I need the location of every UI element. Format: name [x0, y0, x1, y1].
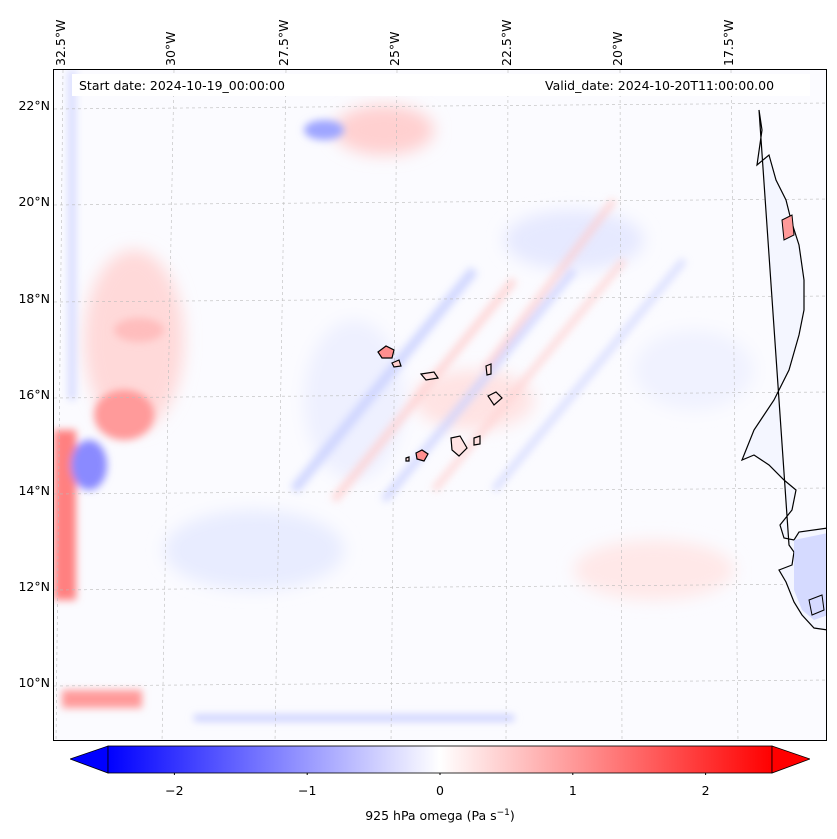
lat-label-22n: 22°N	[18, 98, 50, 113]
colorbar-tick-label-3: 1	[568, 783, 577, 798]
band-positive-2	[431, 257, 627, 493]
colorbar-ticks	[173, 773, 707, 775]
gridline-27-5w	[274, 70, 287, 740]
gridline-22-5w	[505, 70, 509, 740]
colorbar-tick-label-1: −1	[297, 783, 317, 798]
colorbar-extend-max	[771, 745, 812, 774]
africa-negative-patch	[794, 533, 826, 620]
edge-positive-upper	[114, 318, 164, 342]
omega-west-edge	[54, 70, 514, 721]
colorbar-label-close: )	[509, 808, 515, 824]
colorbar-tick-label-4: 2	[701, 783, 710, 798]
lon-label-25w: 25°W	[387, 31, 402, 66]
gridline-32-5w	[55, 70, 64, 740]
lon-label-32-5w: 32.5°W	[53, 19, 68, 66]
lon-label-30w: 30°W	[163, 31, 178, 66]
patch-negative-south	[164, 510, 344, 590]
colorbar-svg	[68, 745, 812, 775]
island-maio	[473, 435, 481, 446]
lon-label-17-5w: 17.5°W	[721, 19, 736, 66]
omega-wave-bands	[290, 198, 687, 503]
patch-negative-north-east	[504, 210, 644, 270]
lon-label-22-5w: 22.5°W	[499, 19, 514, 66]
island-sal	[485, 363, 492, 376]
start-date-label: Start date: 2024-10-19_00:00:00	[79, 78, 285, 93]
colorbar	[68, 745, 812, 775]
bissagos-islands	[808, 594, 825, 616]
map-panel	[53, 69, 827, 741]
patch-negative-east	[634, 330, 754, 410]
lat-label-10n: 10°N	[18, 675, 50, 690]
patch-negative-north	[304, 120, 344, 140]
band-negative-1	[290, 266, 478, 494]
island-brava	[405, 456, 410, 462]
band-positive-1	[330, 277, 518, 503]
omega-broad-patches	[84, 105, 754, 600]
colorbar-tick-label-0: −2	[165, 783, 184, 798]
graticule	[54, 70, 826, 740]
edge-negative-bottom-band	[194, 715, 514, 721]
lat-label-16n: 16°N	[18, 387, 50, 402]
edge-positive-core	[94, 390, 154, 440]
colorbar-extend-min	[68, 745, 109, 774]
gridline-25w	[390, 70, 398, 740]
band-negative-2	[380, 267, 578, 503]
gridline-17-5w	[730, 70, 739, 740]
lon-label-20w: 20°W	[610, 31, 625, 66]
cape-verde-islands	[377, 345, 503, 462]
patch-positive-islands	[414, 370, 534, 430]
edge-negative-core	[71, 440, 107, 490]
colorbar-label-exponent: −1	[496, 808, 510, 818]
omega-field	[54, 70, 826, 740]
africa-positive-patch	[781, 214, 795, 241]
gridline-20w	[619, 70, 623, 740]
patch-positive-north	[334, 105, 434, 155]
island-santo-antao	[377, 345, 395, 359]
gridline-30w	[161, 70, 175, 740]
patch-positive-south-east	[574, 540, 734, 600]
edge-positive-strip	[54, 430, 76, 600]
island-sao-vicente	[391, 359, 402, 368]
colorbar-label-main: 925 hPa omega (Pa s	[365, 808, 497, 824]
lat-label-18n: 18°N	[18, 291, 50, 306]
island-boa-vista	[487, 391, 503, 406]
valid-date-label: Valid_date: 2024-10-20T11:00:00.00	[545, 78, 775, 93]
island-sao-nicolau	[419, 371, 440, 381]
island-fogo	[415, 449, 429, 462]
colorbar-label: 925 hPa omega (Pa s−1)	[0, 808, 837, 823]
africa-coastline	[740, 109, 826, 631]
lat-label-14n: 14°N	[18, 483, 50, 498]
band-positive-3	[481, 198, 617, 372]
lon-label-27-5w: 27.5°W	[276, 19, 291, 66]
date-info-box	[72, 74, 810, 96]
lat-label-20n: 20°N	[18, 194, 50, 209]
colorbar-tick-label-2: 0	[436, 783, 444, 798]
lat-label-12n: 12°N	[18, 579, 50, 594]
island-santiago	[450, 435, 468, 457]
band-negative-3	[491, 257, 687, 493]
colorbar-gradient	[107, 745, 773, 774]
edge-positive-bottom	[62, 690, 142, 708]
